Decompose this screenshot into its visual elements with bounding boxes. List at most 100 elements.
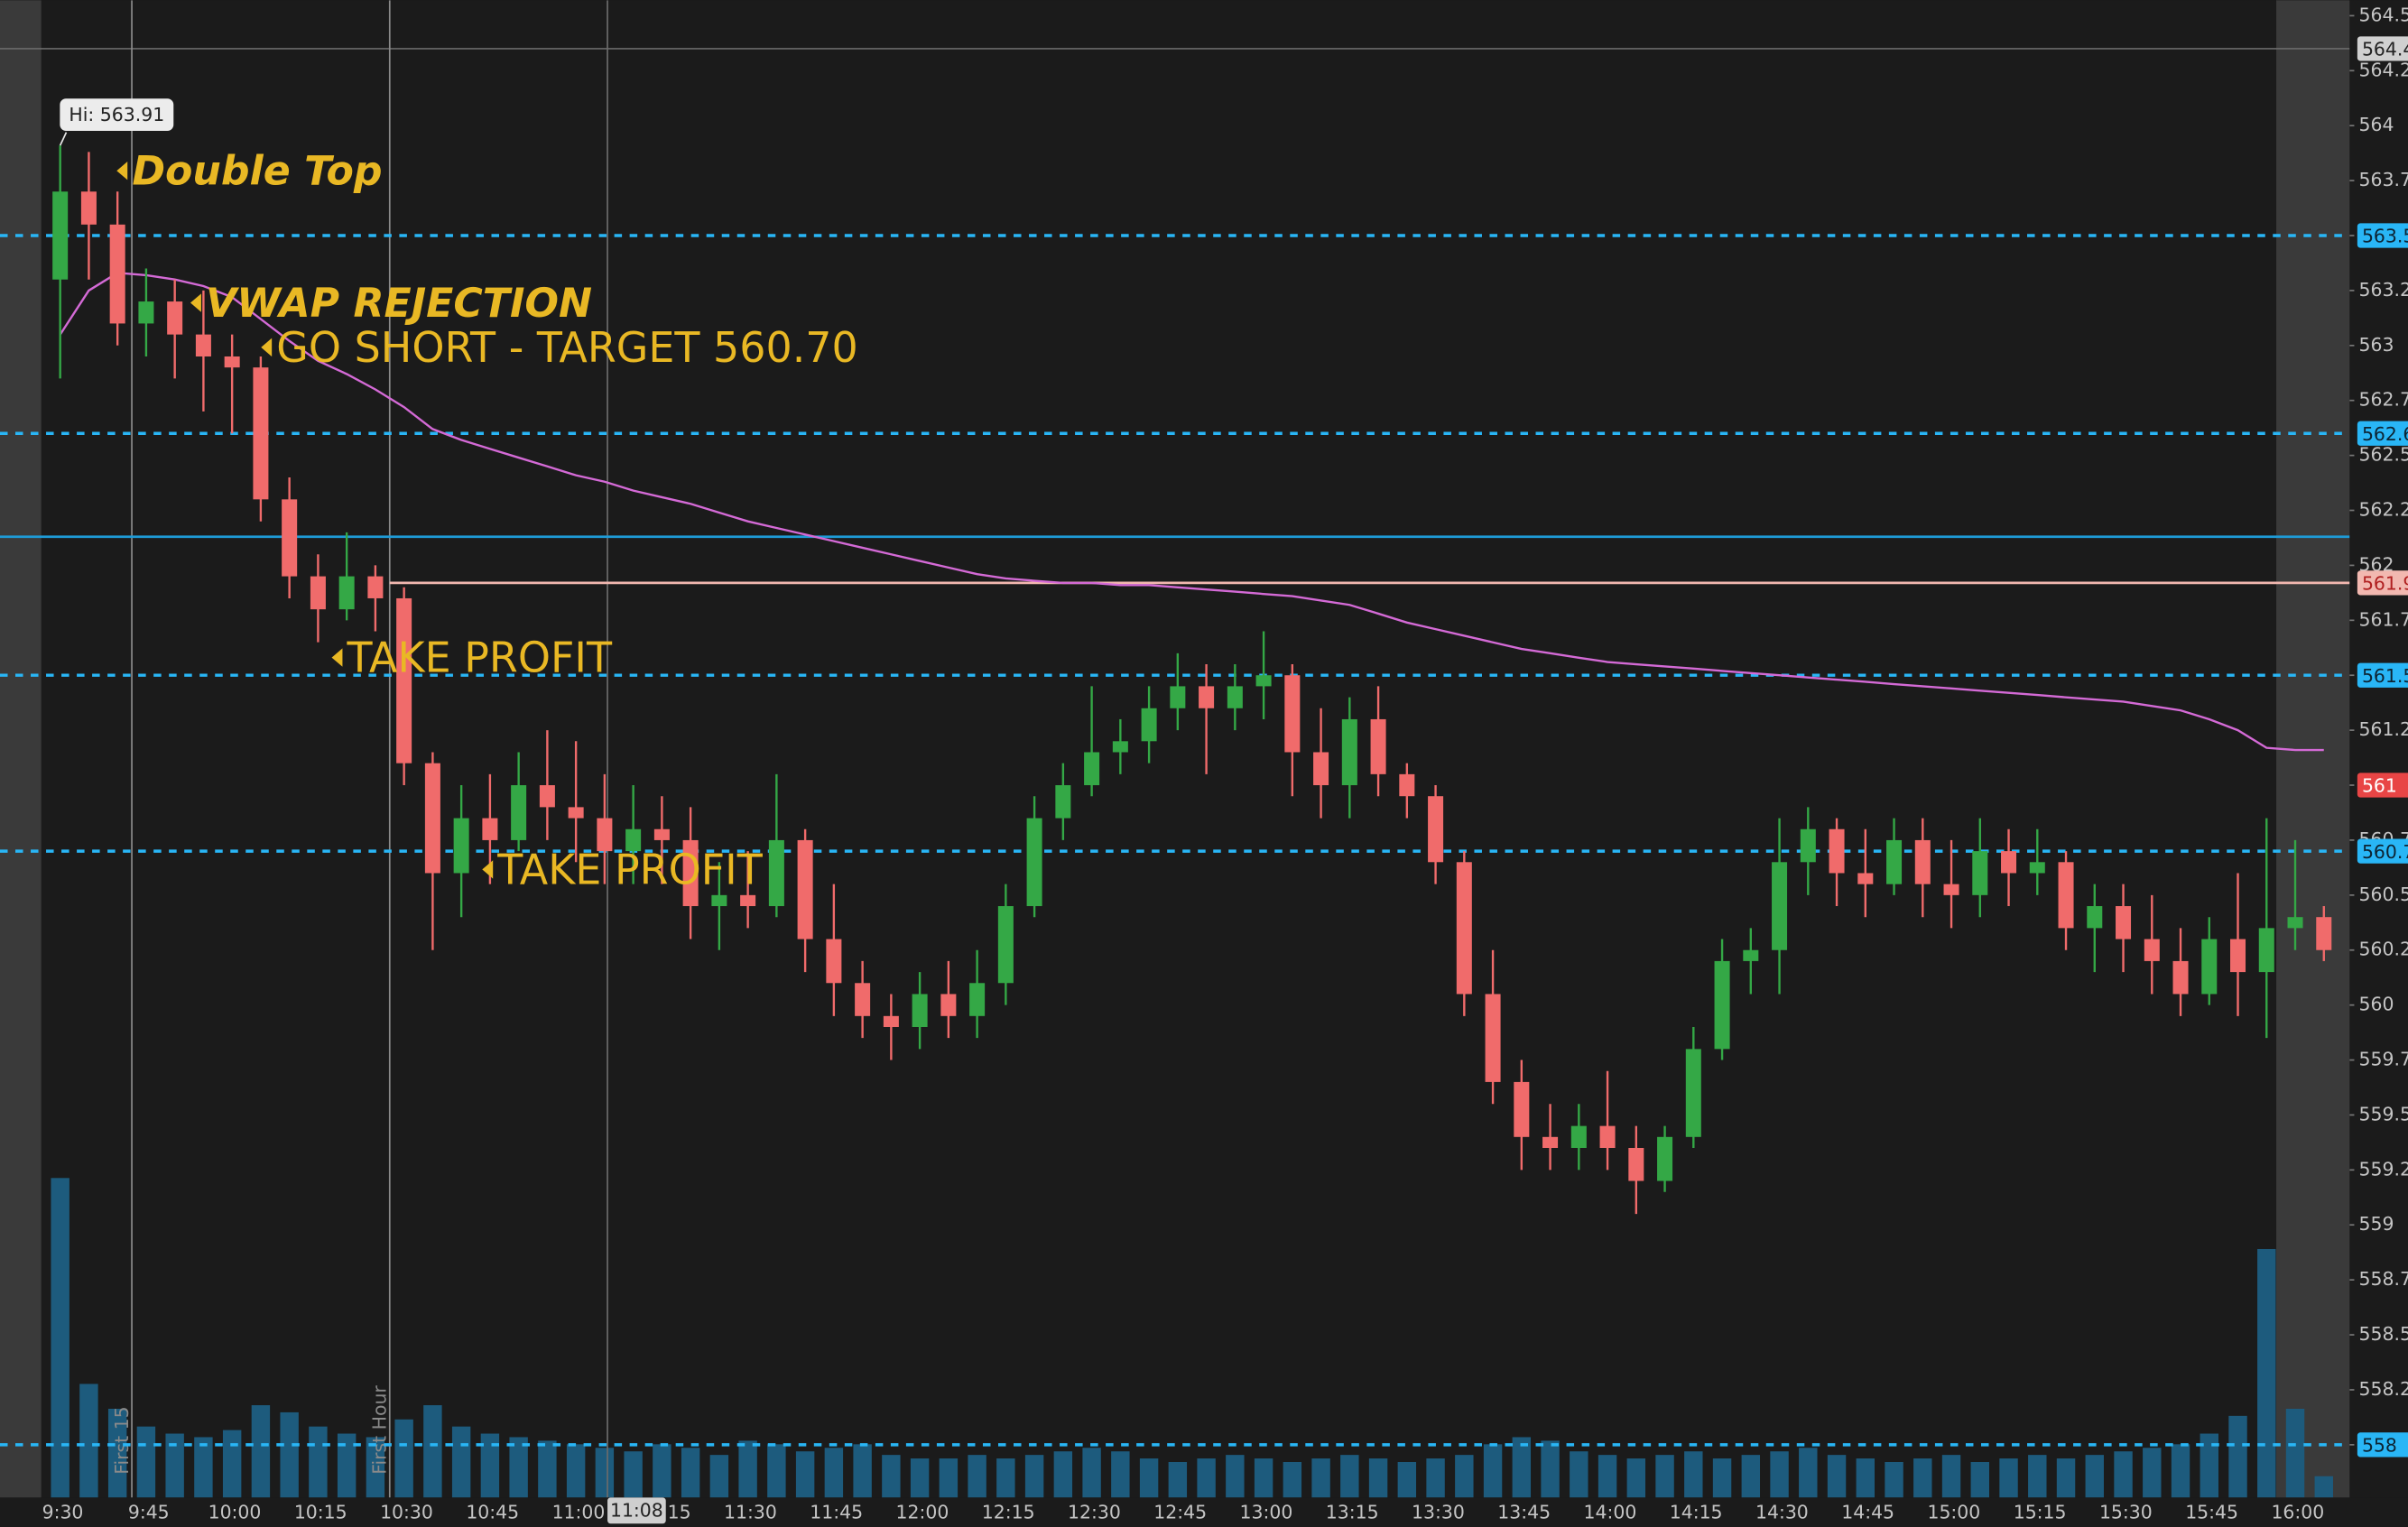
- candle-body: [253, 367, 269, 500]
- candle-body: [940, 994, 957, 1016]
- cursor-price-label: 564.4: [2362, 39, 2408, 60]
- annotation: GO SHORT - TARGET 560.70: [276, 323, 858, 372]
- candle-body: [1514, 1081, 1530, 1137]
- candle-body: [1456, 862, 1472, 995]
- level-label: 563.5: [2362, 226, 2408, 247]
- x-tick-label: 10:45: [466, 1501, 519, 1522]
- candle-body: [1657, 1136, 1673, 1181]
- x-tick-label: 15:00: [1927, 1501, 1980, 1522]
- x-tick-label: 10:15: [294, 1501, 347, 1522]
- candle-body: [1714, 960, 1730, 1050]
- time-axis: [0, 1497, 2408, 1527]
- candle-body: [80, 191, 97, 225]
- candle-body: [826, 939, 842, 984]
- x-tick-label: 12:15: [982, 1501, 1035, 1522]
- volume-bar: [1082, 1448, 1101, 1498]
- candle-body: [310, 576, 326, 610]
- candle-body: [539, 785, 555, 808]
- volume-bar: [738, 1440, 757, 1498]
- volume-bar: [1283, 1461, 1302, 1498]
- volume-bar: [1626, 1458, 1646, 1498]
- volume-bar: [2085, 1455, 2104, 1498]
- volume-bar: [1885, 1461, 1903, 1498]
- candle-body: [653, 828, 670, 840]
- level-label: 562.6: [2362, 423, 2408, 445]
- candle-body: [1886, 839, 1903, 884]
- volume-bar: [337, 1433, 357, 1498]
- candle-body: [2258, 928, 2274, 973]
- volume-bar: [2257, 1248, 2276, 1498]
- y-tick-label: 561.2: [2359, 718, 2408, 740]
- candle-body: [367, 576, 384, 598]
- x-tick-label: 13:15: [1326, 1501, 1379, 1522]
- extended-hours: [0, 0, 42, 1498]
- x-tick-label: 11:00: [552, 1501, 606, 1522]
- volume-bar: [451, 1426, 471, 1498]
- level-box: [2357, 838, 2408, 864]
- y-tick-label: 559.5: [2359, 1103, 2408, 1124]
- candle-body: [568, 807, 584, 819]
- candle-body: [482, 818, 498, 840]
- volume-bar: [1397, 1461, 1417, 1498]
- cursor-price-box: [2357, 36, 2408, 61]
- volume-bar: [1053, 1451, 1073, 1498]
- volume-bar: [968, 1455, 986, 1498]
- y-tick-label: 558.7: [2359, 1268, 2408, 1290]
- volume-bar: [1111, 1451, 1130, 1498]
- candle-body: [883, 1015, 899, 1028]
- volume-bar: [1541, 1440, 1560, 1498]
- volume-bar: [394, 1419, 413, 1498]
- level-box: [2357, 223, 2408, 248]
- cursor-time-label: 11:08: [610, 1500, 663, 1522]
- candle-body: [1199, 686, 1215, 708]
- volume-bar: [1226, 1455, 1245, 1498]
- volume-bar: [1856, 1458, 1875, 1498]
- volume-bar: [1684, 1451, 1703, 1498]
- candle-body: [282, 499, 298, 577]
- volume-bar: [2028, 1455, 2047, 1498]
- candle-body: [1972, 851, 1988, 895]
- candle-body: [1428, 796, 1444, 863]
- x-tick-label: 12:45: [1153, 1501, 1207, 1522]
- y-tick-label: 564: [2359, 114, 2394, 135]
- candle-body: [2058, 862, 2074, 929]
- x-tick-label: 14:30: [1755, 1501, 1809, 1522]
- volume-bar: [996, 1458, 1015, 1498]
- y-tick-label: 563: [2359, 334, 2394, 356]
- volume-bar: [2314, 1476, 2333, 1498]
- annotation: TAKE PROFIT: [347, 633, 613, 681]
- candle-body: [797, 839, 813, 939]
- volume-bar: [1827, 1455, 1847, 1498]
- volume-bar: [1168, 1461, 1188, 1498]
- candle-body: [1628, 1147, 1644, 1181]
- candle-body: [682, 839, 699, 907]
- annotation: VWAP REJECTION: [206, 281, 592, 327]
- high-label: Hi: 563.91: [69, 104, 164, 125]
- volume-bar: [1770, 1451, 1789, 1498]
- candle-body: [1370, 718, 1386, 774]
- candle-body: [1084, 752, 1100, 786]
- volume-bar: [1197, 1458, 1216, 1498]
- volume-bar: [1254, 1458, 1273, 1498]
- candle-body: [1170, 686, 1186, 708]
- x-tick-label: 13:00: [1240, 1501, 1293, 1522]
- x-tick-label: 10:30: [380, 1501, 433, 1522]
- volume-bar: [624, 1451, 643, 1498]
- candle-body: [1542, 1136, 1559, 1148]
- candle-body: [1570, 1125, 1587, 1148]
- volume-bar: [681, 1448, 700, 1498]
- volume-bar: [309, 1426, 328, 1498]
- volume-bar: [51, 1178, 69, 1498]
- volume-bar: [222, 1430, 242, 1498]
- volume-bar: [1455, 1455, 1474, 1498]
- x-tick-label: 13:30: [1412, 1501, 1465, 1522]
- candle-body: [1055, 785, 1071, 819]
- volume-bar: [2228, 1415, 2247, 1498]
- level-label: 560.7: [2362, 841, 2408, 863]
- candle-body: [625, 828, 642, 852]
- candle-body: [912, 994, 928, 1028]
- volume-bar: [2143, 1448, 2162, 1498]
- volume-bar: [1913, 1458, 1932, 1498]
- y-tick-label: 560.2: [2359, 939, 2408, 960]
- volume-bar: [2114, 1451, 2133, 1498]
